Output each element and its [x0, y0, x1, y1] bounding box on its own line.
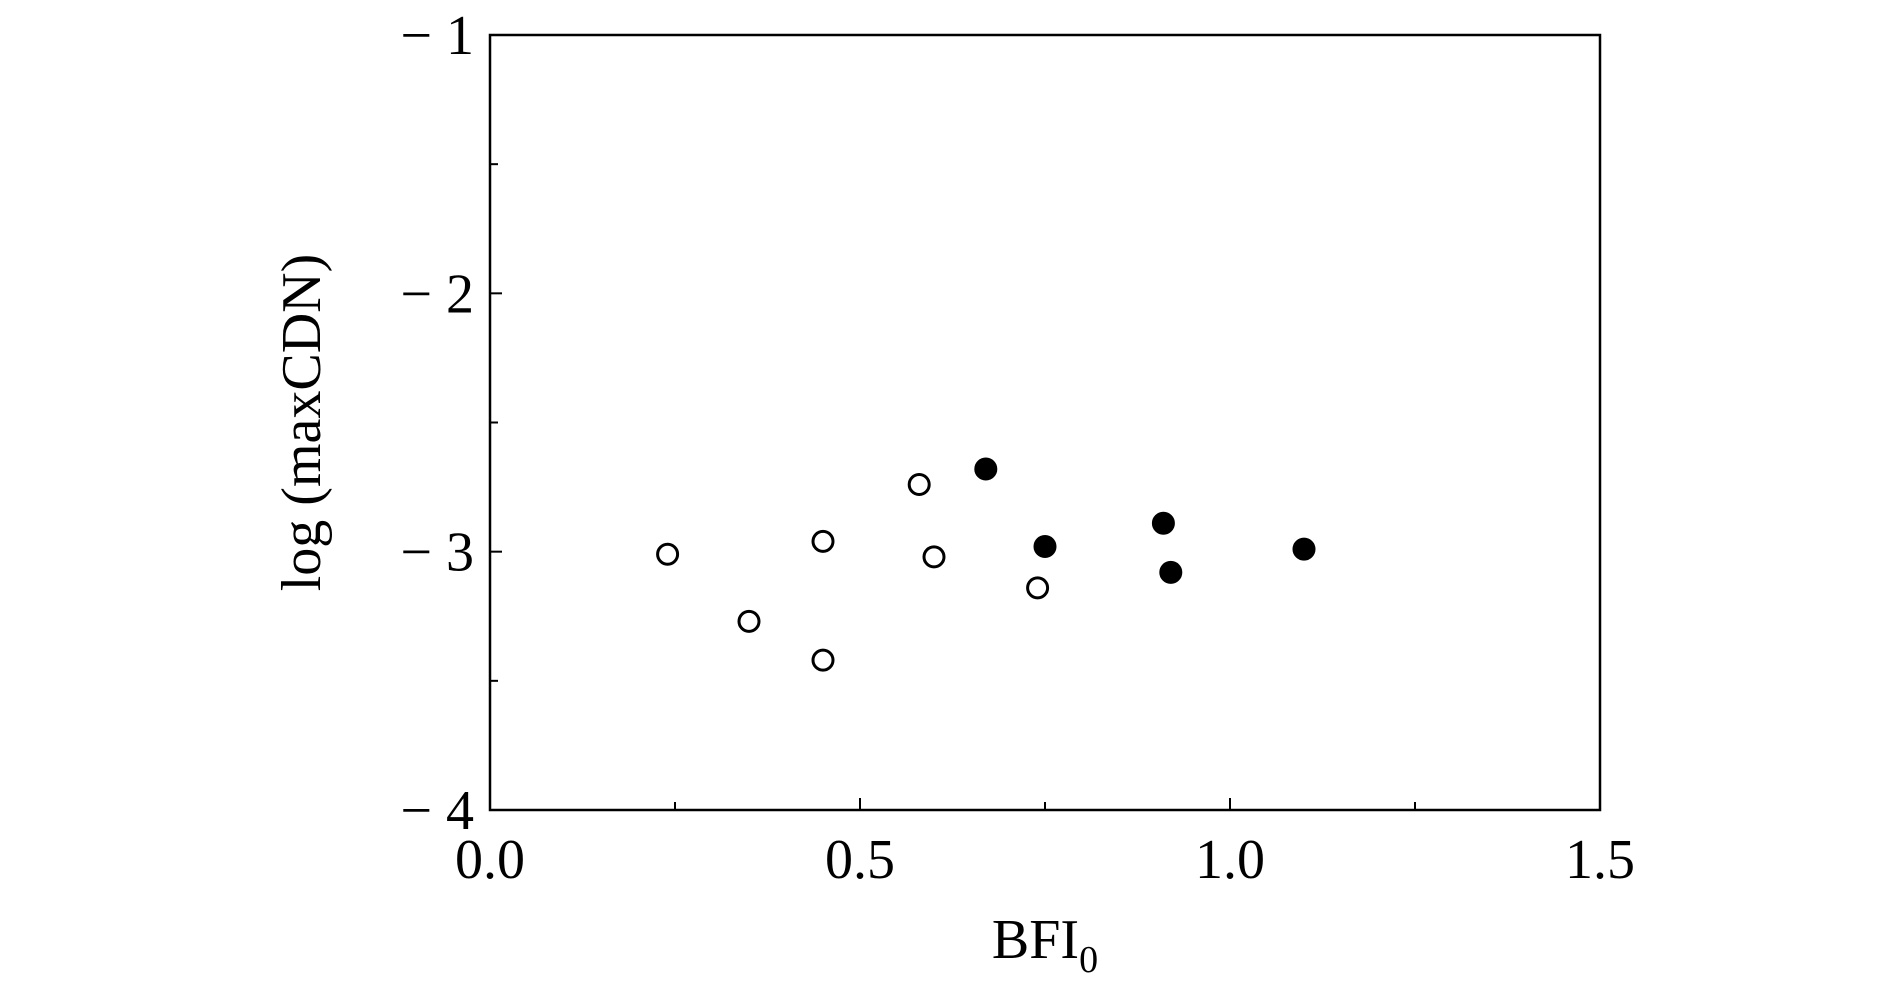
data-point-filled: [1292, 537, 1316, 561]
data-point-open: [922, 545, 946, 569]
plot-border: [488, 33, 1602, 812]
data-point-open: [656, 542, 680, 566]
y-axis-title: log (maxCDN): [271, 254, 333, 592]
data-point-filled: [1159, 560, 1183, 584]
x-axis-title: BFI0: [992, 909, 1098, 981]
data-point-open: [737, 609, 761, 633]
y-tick-label: − 3: [400, 522, 474, 584]
x-axis: 0.0 0.5 1.0 1.5: [455, 798, 1635, 891]
x-tick-label: 0.5: [825, 829, 895, 891]
x-axis-title-subscript: 0: [1079, 939, 1098, 981]
data-point-open: [907, 473, 931, 496]
x-tick-label: 1.0: [1195, 829, 1265, 891]
y-axis: − 1 − 2 − 3 − 4: [400, 5, 502, 842]
x-tick-label: 0.0: [455, 829, 525, 891]
data-point-filled: [974, 457, 998, 481]
data-point-filled: [1033, 535, 1057, 558]
data-points: [656, 457, 1316, 672]
data-point-filled: [1151, 511, 1175, 535]
data-point-open: [1026, 576, 1050, 600]
y-tick-label: − 4: [400, 780, 474, 842]
y-tick-label: − 1: [400, 5, 474, 67]
x-tick-label: 1.5: [1565, 829, 1635, 891]
plot-frame: [488, 33, 1602, 812]
y-tick-label: − 2: [400, 263, 474, 325]
x-axis-title-main: BFI: [992, 909, 1079, 971]
data-point-open: [811, 648, 835, 672]
data-point-open: [811, 529, 835, 553]
